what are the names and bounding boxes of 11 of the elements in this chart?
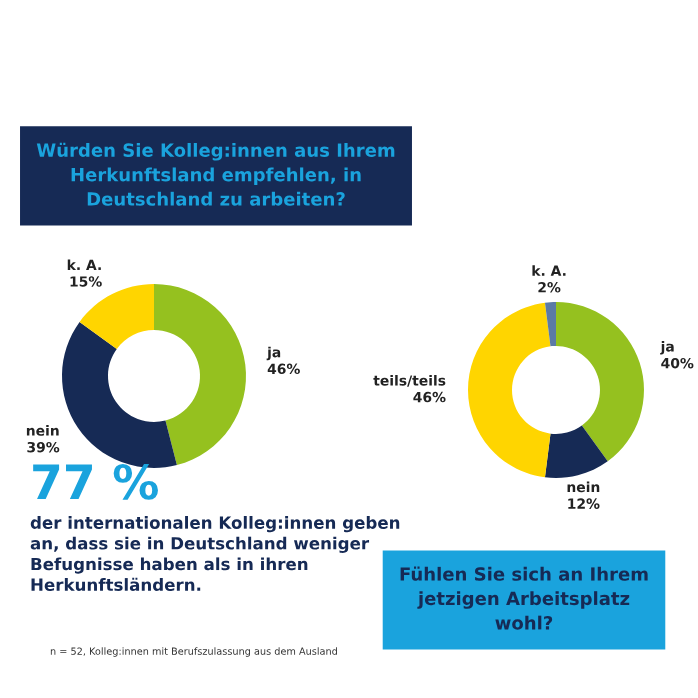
- text: Fühlen Sie sich an Ihrem jetzigen Arbeitsplatz wohl?: [400, 566, 648, 630]
- text: 77 %: [33, 463, 158, 500]
- donut-slice: [468, 302, 551, 478]
- donut-slice: [62, 321, 177, 468]
- donut-slice: [154, 284, 246, 466]
- donut-slice: [79, 284, 154, 349]
- donut-slice: [544, 302, 556, 347]
- text: der internationalen Kolleg:innen geben an, dass sie in Deutschland weniger Befugnisse haben als in ihren Herkunftsländern.: [30, 516, 400, 591]
- donut-slice: [544, 425, 608, 478]
- donut-slice: [556, 302, 644, 462]
- chart-title: Würden Sie Kolleg:innen aus Ihrem Herkunftsland empfehlen, in Deutschland zu arbeiten?: [36, 142, 395, 206]
